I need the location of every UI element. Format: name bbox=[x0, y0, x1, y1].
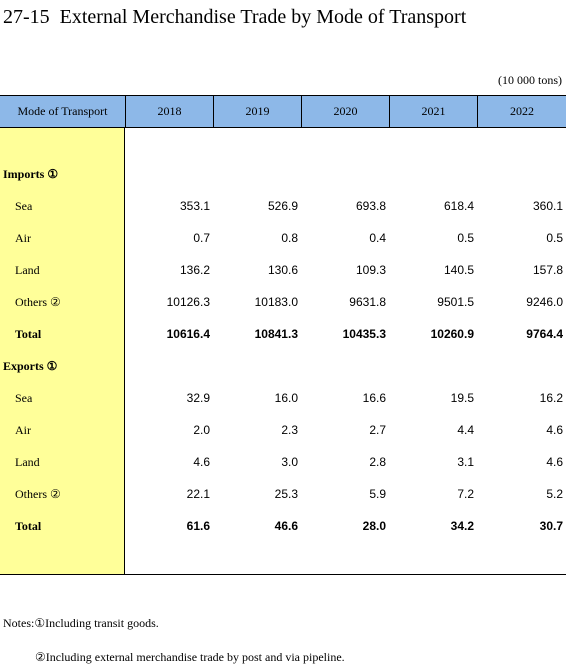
cell: 0.7 bbox=[193, 231, 210, 245]
cell: 130.6 bbox=[267, 263, 298, 277]
header-cell: 2022 bbox=[477, 96, 566, 127]
row-label: Air bbox=[15, 231, 31, 245]
cell: 0.5 bbox=[457, 231, 474, 245]
header-cell: 2021 bbox=[389, 96, 477, 127]
row-label: Others ② bbox=[15, 295, 61, 309]
cell: 7.2 bbox=[457, 487, 474, 501]
cell: 4.6 bbox=[546, 423, 563, 437]
header-cell: 2019 bbox=[213, 96, 301, 127]
cell: 4.6 bbox=[546, 455, 563, 469]
row-label: Sea bbox=[15, 391, 33, 405]
row-label: Total bbox=[15, 327, 42, 341]
cell: 5.2 bbox=[546, 487, 563, 501]
bottom-rule bbox=[0, 574, 566, 575]
cell: 10435.3 bbox=[342, 327, 386, 341]
cell: 3.0 bbox=[281, 455, 298, 469]
cell: 2.0 bbox=[193, 423, 210, 437]
cell: 19.5 bbox=[450, 391, 474, 405]
cell: 61.6 bbox=[186, 519, 210, 533]
cell: 2.3 bbox=[281, 423, 298, 437]
cell: 9246.0 bbox=[526, 295, 563, 309]
note: Notes:①Including transit goods. bbox=[3, 616, 159, 630]
cell: 32.9 bbox=[186, 391, 210, 405]
header-cell: 2018 bbox=[125, 96, 213, 127]
cell: 526.9 bbox=[267, 199, 298, 213]
cell: 353.1 bbox=[179, 199, 210, 213]
cell: 16.2 bbox=[539, 391, 563, 405]
cell: 10841.3 bbox=[254, 327, 298, 341]
cell: 4.4 bbox=[457, 423, 474, 437]
cell: 0.4 bbox=[369, 231, 386, 245]
title: 27-15 External Merchandise Trade by Mode… bbox=[3, 6, 467, 28]
label-column bbox=[0, 128, 125, 575]
cell: 136.2 bbox=[179, 263, 210, 277]
section-label: Imports ① bbox=[3, 167, 59, 181]
cell: 4.6 bbox=[193, 455, 210, 469]
header-band bbox=[0, 95, 566, 128]
cell: 3.1 bbox=[457, 455, 474, 469]
row-label: Air bbox=[15, 423, 31, 437]
cell: 46.6 bbox=[274, 519, 298, 533]
cell: 34.2 bbox=[450, 519, 474, 533]
cell: 360.1 bbox=[532, 199, 563, 213]
cell: 10616.4 bbox=[166, 327, 210, 341]
cell: 9501.5 bbox=[437, 295, 474, 309]
unit: (10 000 tons) bbox=[498, 73, 562, 87]
cell: 16.0 bbox=[274, 391, 298, 405]
cell: 9631.8 bbox=[349, 295, 386, 309]
cell: 10126.3 bbox=[166, 295, 210, 309]
header-cell: 2020 bbox=[301, 96, 389, 127]
cell: 25.3 bbox=[274, 487, 298, 501]
cell: 2.8 bbox=[369, 455, 386, 469]
cell: 109.3 bbox=[355, 263, 386, 277]
section-label: Exports ① bbox=[3, 359, 58, 373]
row-label: Others ② bbox=[15, 487, 61, 501]
header-cell: Mode of Transport bbox=[17, 104, 108, 118]
cell: 22.1 bbox=[186, 487, 210, 501]
cell: 693.8 bbox=[355, 199, 386, 213]
row-label: Sea bbox=[15, 199, 33, 213]
cell: 618.4 bbox=[443, 199, 474, 213]
cell: 9764.4 bbox=[526, 327, 563, 341]
cell: 10260.9 bbox=[430, 327, 474, 341]
cell: 140.5 bbox=[443, 263, 474, 277]
note: ②Including external merchandise trade by… bbox=[35, 650, 345, 664]
cell: 5.9 bbox=[369, 487, 386, 501]
cell: 28.0 bbox=[362, 519, 386, 533]
row-label: Total bbox=[15, 519, 42, 533]
cell: 30.7 bbox=[539, 519, 563, 533]
row-label: Land bbox=[15, 455, 40, 469]
cell: 0.8 bbox=[281, 231, 298, 245]
cell: 0.5 bbox=[546, 231, 563, 245]
cell: 2.7 bbox=[369, 423, 386, 437]
cell: 16.6 bbox=[362, 391, 386, 405]
row-label: Land bbox=[15, 263, 40, 277]
cell: 10183.0 bbox=[254, 295, 298, 309]
cell: 157.8 bbox=[532, 263, 563, 277]
